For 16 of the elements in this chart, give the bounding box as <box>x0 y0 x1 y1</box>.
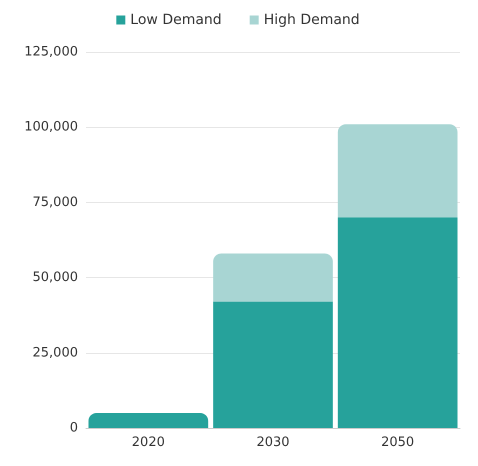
y-tick-label: 50,000 <box>32 270 78 286</box>
x-tick-label: 2050 <box>381 435 414 450</box>
y-tick-label: 25,000 <box>32 345 78 360</box>
bar <box>213 302 333 428</box>
y-tick-label: 125,000 <box>24 44 78 60</box>
bar <box>338 217 458 428</box>
legend-label: Low Demand <box>130 12 222 28</box>
y-tick-label: 0 <box>70 420 78 436</box>
x-tick-label: 2030 <box>256 435 290 450</box>
y-tick-label: 75,000 <box>32 194 78 210</box>
y-tick-label: 100,000 <box>24 120 78 135</box>
x-tick-label: 2020 <box>132 435 165 450</box>
legend-label: High Demand <box>264 12 360 28</box>
bar <box>338 124 458 218</box>
bar <box>88 412 208 428</box>
bar <box>213 254 333 302</box>
